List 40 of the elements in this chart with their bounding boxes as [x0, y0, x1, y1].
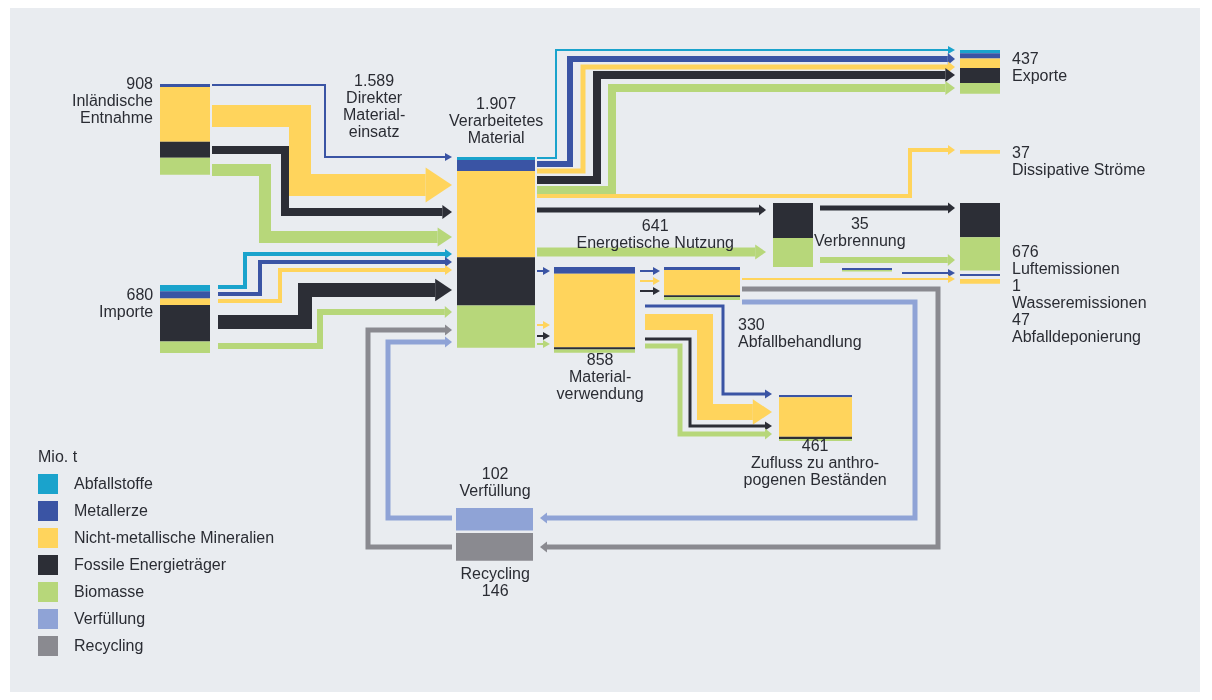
data-label: 1.589	[353, 72, 396, 89]
legend-label: Metallerze	[74, 501, 148, 520]
category-label: Zufluss zu anthro- pogenen Beständen	[743, 454, 887, 488]
legend-label: Biomasse	[74, 582, 145, 601]
category-label: Dissipative Ströme	[1012, 161, 1146, 178]
legend-label: Nicht-metallische Mineralien	[74, 528, 275, 547]
category-label: Luftemissionen	[1012, 260, 1120, 277]
data-label: 330	[738, 316, 766, 333]
category-label: Verarbeitetes Material	[449, 112, 544, 146]
data-label: 35	[849, 215, 870, 232]
category-label: Abfallbehandlung	[738, 333, 862, 350]
category-label: Verfüllung	[459, 482, 531, 499]
data-label: 676	[1012, 243, 1040, 260]
data-label: 461	[800, 437, 830, 454]
data-label: 102	[480, 465, 510, 482]
data-label: 1.907	[475, 95, 518, 112]
legend-label: Verfüllung	[74, 609, 146, 628]
legend-label: Fossile Energieträger	[74, 555, 227, 574]
category-label: Exporte	[1012, 67, 1068, 84]
legend-label: Recycling	[74, 636, 144, 655]
category-label: Material- verwendung	[556, 368, 644, 402]
legend-label: Abfallstoffe	[74, 474, 153, 493]
category-label: Verbrennung	[814, 232, 906, 249]
category-label: Wasseremissionen	[1012, 294, 1147, 311]
category-label: Inländische Entnahme	[72, 92, 153, 126]
data-label: 1	[1012, 277, 1022, 294]
category-label: Energetische Nutzung	[576, 234, 734, 251]
data-label: 47	[1012, 311, 1031, 328]
data-label: 908	[125, 75, 153, 92]
data-label: 37	[1012, 144, 1031, 161]
data-label: 858	[585, 351, 615, 368]
data-label: 146	[480, 582, 510, 599]
category-label: Recycling	[460, 565, 530, 582]
data-label: 680	[125, 286, 154, 303]
legend-title: Mio. t	[38, 446, 79, 467]
category-label: Importe	[99, 303, 154, 320]
data-label: 437	[1012, 50, 1040, 67]
data-label: 641	[640, 217, 670, 234]
category-label: Direkter Material- einsatz	[343, 89, 406, 140]
category-label: Abfalldeponierung	[1012, 328, 1141, 345]
